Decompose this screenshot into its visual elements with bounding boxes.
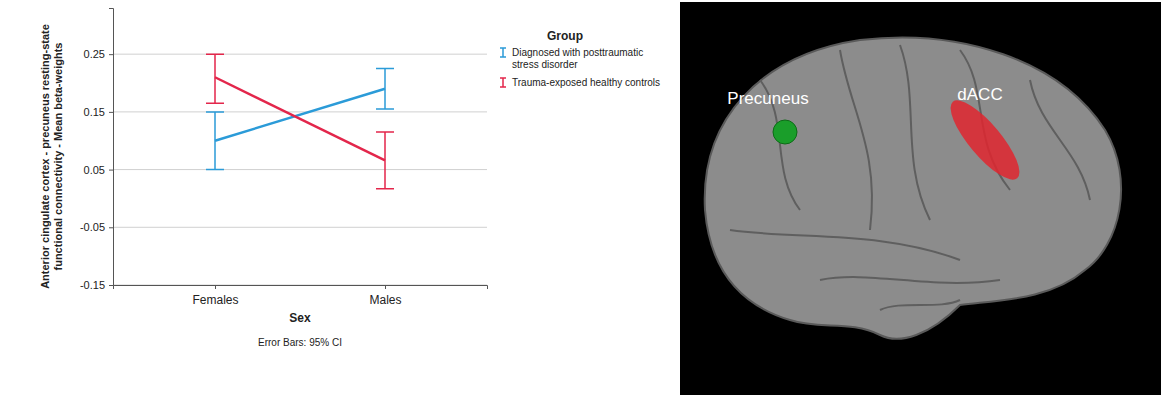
y-tick-label: -0.15 — [80, 279, 105, 291]
error-bar — [376, 132, 394, 189]
marks — [206, 54, 394, 188]
y-tick: 0.15 — [84, 106, 113, 118]
y-axis-title: Anterior cingulate cortex - precuneus re… — [39, 24, 64, 289]
y-axis-line — [109, 9, 114, 286]
x-tick-mark — [385, 285, 386, 289]
x-axis-line — [114, 286, 488, 290]
legend-label: Trauma-exposed healthy controls — [512, 77, 660, 88]
y-tick-mark — [109, 54, 113, 55]
brain-panel: Precuneus dACC — [680, 2, 1161, 395]
x-tick-label: Females — [192, 293, 238, 307]
brain-background — [680, 2, 1161, 395]
y-tick-mark — [109, 285, 113, 286]
figure: -0.15 -0.05 0.05 0.15 0.25 Females Males Sex Err… — [0, 0, 1165, 410]
x-tick: Males — [369, 285, 401, 307]
legend-title: Group — [547, 29, 583, 43]
brain-label: dACC — [957, 85, 1002, 104]
brain-sulcus — [840, 50, 872, 230]
y-tick: 0.05 — [84, 164, 113, 176]
grid — [113, 54, 487, 285]
annotation: Error Bars: 95% CI — [258, 337, 342, 348]
grid-line — [113, 169, 487, 170]
y-axis: -0.15 -0.05 0.05 0.15 0.25 — [80, 9, 114, 292]
series-line — [215, 89, 385, 141]
x-axis: Females Males — [114, 285, 488, 307]
brain-sulcus — [1030, 80, 1090, 200]
series-line — [215, 77, 385, 160]
dacc-region — [941, 91, 1030, 188]
y-tick-label: -0.05 — [80, 221, 105, 233]
brain-sulcus — [900, 45, 930, 220]
grid-line — [113, 54, 487, 55]
y-tick-label: 0.15 — [84, 106, 105, 118]
y-tick: -0.05 — [80, 221, 113, 233]
y-tick-mark — [109, 227, 113, 228]
legend-marker — [500, 78, 506, 87]
x-tick: Females — [192, 285, 238, 307]
y-tick: 0.25 — [84, 48, 113, 60]
error-bar — [376, 69, 394, 109]
y-tick-label: 0.25 — [84, 48, 105, 60]
brain-sulcus — [880, 300, 960, 310]
x-axis-title: Sex — [289, 311, 311, 325]
brain-sulcus — [820, 277, 1000, 283]
y-tick-label: 0.05 — [84, 164, 105, 176]
y-tick-mark — [109, 112, 113, 113]
error-bar — [206, 54, 224, 103]
brain-shape — [705, 38, 1121, 339]
precuneus-region — [773, 120, 797, 144]
x-tick-label: Males — [369, 293, 401, 307]
brain-sulcus — [730, 230, 960, 260]
grid-line — [113, 227, 487, 228]
brain-label: Precuneus — [727, 89, 808, 108]
legend-marker — [500, 48, 506, 57]
legend: Group Diagnosed with posttraumaticstress … — [500, 29, 660, 88]
y-tick-mark — [109, 170, 113, 171]
grid-line — [113, 111, 487, 112]
x-tick-mark — [215, 285, 216, 289]
error-bar — [206, 112, 224, 170]
y-tick: -0.15 — [80, 279, 113, 291]
legend-label: Diagnosed with posttraumaticstress disor… — [512, 47, 643, 70]
